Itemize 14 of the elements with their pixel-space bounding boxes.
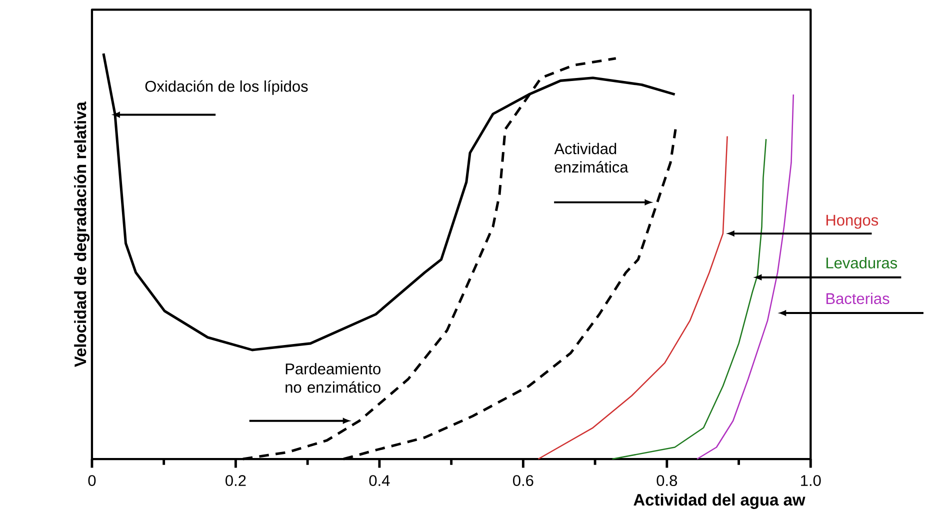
x-tick-label: 0.4 [369,475,390,486]
x-tick-label: 0.6 [513,475,534,486]
series-label: Oxidación de los lípidos [145,80,308,95]
y-axis-title: Velocidad de degradación relativa [74,101,90,367]
x-tick-label: 0 [88,475,96,486]
x-tick-label: 0.8 [656,475,678,486]
x-axis-title: Actividad del agua aw [634,494,806,509]
series-label: Pardeamiento no enzimático [286,362,380,393]
x-tick-label: 1.0 [801,475,821,486]
x-tick-label: 0.2 [226,475,246,486]
text: Actividad enzimática [554,142,628,173]
text: Bacterias [826,292,890,304]
text: Levaduras [826,257,898,268]
text: Hongos [826,214,878,229]
